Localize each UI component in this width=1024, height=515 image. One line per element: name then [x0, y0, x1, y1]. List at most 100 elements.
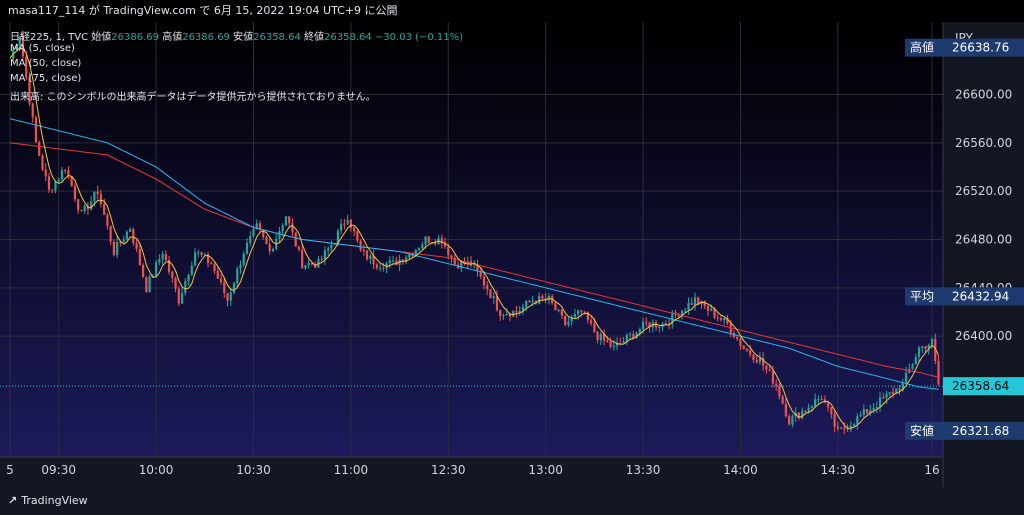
candle-body	[758, 357, 762, 363]
candle-body	[502, 315, 505, 317]
candle-body	[856, 416, 859, 425]
candle-body	[580, 310, 583, 312]
candle-body	[742, 345, 745, 350]
candle-body	[414, 249, 417, 256]
last-value: 26358.64	[952, 379, 1009, 393]
candle-body	[817, 399, 820, 401]
price-tick-label: 26400.00	[955, 329, 1012, 343]
candle-body	[213, 264, 216, 271]
candle-body	[515, 311, 518, 313]
time-axis-ticks: 5 09:30 10:00 10:30 11:00 12:30 13:00 13:30 14:0…	[6, 463, 939, 477]
candle-body	[73, 186, 77, 200]
candle-body	[625, 334, 628, 342]
candle-body	[499, 309, 502, 317]
footer-bar	[0, 487, 1024, 515]
candle-body	[382, 267, 385, 269]
candle-body	[388, 260, 391, 264]
candle-body	[560, 309, 564, 316]
candle-body	[882, 397, 885, 399]
candle-body	[99, 194, 103, 205]
candle-body	[551, 295, 554, 304]
candle-body	[320, 258, 323, 260]
candle-body	[112, 241, 115, 255]
candle-body	[460, 261, 463, 269]
candle-body	[278, 231, 281, 239]
candle-body	[60, 170, 64, 180]
candle-body	[635, 332, 638, 339]
candle-body	[495, 296, 499, 310]
candle-body	[901, 382, 904, 391]
candle-body	[356, 231, 359, 241]
candle-body	[599, 334, 602, 341]
candle-body	[797, 412, 800, 419]
candle-body	[297, 246, 301, 250]
candle-body	[865, 409, 869, 414]
candle-body	[852, 424, 856, 426]
candle-body	[447, 246, 450, 256]
candle-body	[450, 255, 453, 258]
candle-body	[174, 278, 177, 289]
low-label: 安値	[910, 423, 934, 438]
candle-body	[154, 262, 158, 276]
candle-body	[690, 303, 693, 305]
low-value: 26321.68	[952, 424, 1009, 438]
candle-body	[57, 179, 60, 182]
tradingview-logo[interactable]: ↗ TradingView	[8, 494, 88, 507]
candle-body	[736, 337, 739, 339]
candle-body	[807, 407, 810, 411]
candle-body	[891, 392, 895, 394]
candle-body	[843, 427, 846, 429]
time-axis-bg[interactable]	[0, 457, 943, 487]
candle-body	[723, 317, 726, 321]
candle-body	[846, 428, 849, 430]
candle-body	[830, 407, 833, 415]
legend-ma5[interactable]: MA (5, close)	[10, 43, 75, 54]
candle-body	[612, 345, 615, 347]
candle-body	[784, 403, 788, 417]
high-value-bg	[943, 38, 1024, 57]
high-label: 高値	[910, 40, 934, 55]
price-axis-bg[interactable]	[943, 22, 1024, 487]
candle-body	[385, 263, 388, 269]
avg-label-bg	[905, 287, 943, 306]
candle-body	[927, 344, 930, 349]
time-tick-label: 12:30	[431, 463, 466, 477]
legend-ma75[interactable]: MA (75, close)	[10, 73, 82, 84]
candle-body	[895, 388, 898, 394]
candle-body	[34, 117, 38, 142]
candle-body	[440, 238, 443, 244]
candle-body	[667, 323, 671, 325]
candle-body	[781, 396, 784, 404]
candle-body	[833, 414, 836, 427]
legend-ma50[interactable]: MA (50, close)	[10, 58, 82, 69]
tradingview-logo-icon: ↗	[8, 494, 18, 507]
candle-body	[28, 77, 31, 104]
candle-body	[583, 311, 586, 313]
candle-body	[219, 278, 223, 283]
candle-body	[330, 244, 333, 249]
candle-body	[167, 260, 171, 272]
candle-body	[404, 257, 408, 262]
candle-body	[310, 262, 314, 265]
candle-body	[911, 364, 914, 369]
time-tick-label: 13:00	[528, 463, 563, 477]
legend-symbol: 日経225, 1, TVC	[10, 32, 89, 43]
candle-body	[680, 310, 684, 317]
candle-body	[778, 385, 781, 397]
candle-body	[323, 250, 327, 260]
low-price-tag: 安値 26321.68	[905, 421, 1024, 440]
candle-body	[180, 292, 184, 304]
candle-body	[301, 249, 304, 269]
candle-body	[187, 274, 190, 282]
ma75-line	[9, 142, 939, 378]
candle-body	[596, 331, 599, 341]
candle-body	[921, 346, 924, 348]
candle-body	[801, 410, 804, 419]
price-chart[interactable]: 26600.0026560.0026520.0026480.0026440.00…	[0, 22, 1024, 487]
candle-body	[122, 239, 125, 243]
candle-body	[531, 300, 534, 303]
candle-body	[888, 392, 891, 394]
candle-body	[21, 36, 25, 57]
candle-body	[366, 250, 369, 260]
